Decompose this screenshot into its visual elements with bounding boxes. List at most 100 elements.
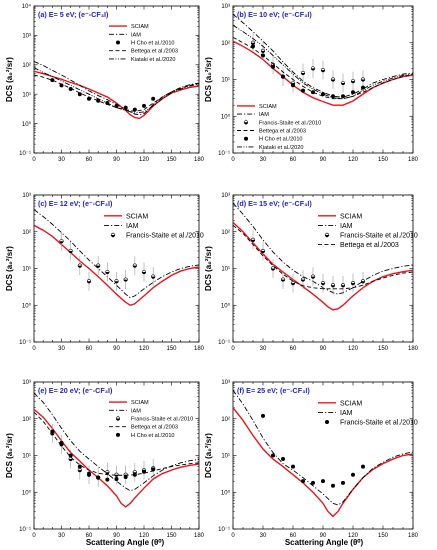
x-tick-label: 0 (231, 346, 235, 352)
legend-label: Francis-Staite et al./2010 (340, 419, 418, 426)
series-h-cho-et-al-2010-point (291, 83, 295, 88)
panel-a: 0 30 60 90 120 150 180 10⁻¹ 10⁰ 10¹ 10² 10³ 10⁴ DCS (… (5, 3, 205, 163)
series-h-cho-et-al-2010-point (142, 103, 146, 108)
series-francis-staite-et-al-2010-point-fill (361, 79, 365, 82)
x-tick-label: 0 (231, 533, 235, 539)
y-tick-label: 10³ (22, 193, 31, 199)
series-francis-staite-et-al-2010-point (321, 479, 325, 484)
y-tick-label: 10² (22, 417, 31, 423)
legend: SCIAM IAM Francis-Staite et al./2010 (104, 213, 204, 239)
legend-key-2 (116, 40, 120, 45)
series-francis-staite-et-al-2010-point-fill (301, 73, 305, 75)
x-tick-label: 90 (320, 533, 327, 539)
y-tick-label: 10⁰ (221, 489, 231, 496)
series-h-cho-et-al-2010-point (351, 90, 355, 95)
series-h-cho-et-al-2010-point (123, 474, 128, 479)
legend-key-2-fill (111, 235, 115, 237)
series-h-cho-et-al-2010-point (261, 53, 265, 58)
y-tick-label: 10¹ (221, 78, 230, 84)
series-francis-staite-et-al-2010-point (301, 479, 305, 484)
series-bettega-et-al-2003-line (233, 224, 413, 290)
series-francis-staite-et-al-2010-point-fill (251, 239, 255, 242)
series-francis-staite-et-al-2010-point-fill (68, 459, 73, 461)
legend-label: IAM (340, 410, 353, 417)
series-kiataki-et-al-2020-line (34, 67, 199, 114)
y-tick-label: 10³ (221, 380, 230, 386)
series-h-cho-et-al-2010-point (151, 96, 156, 101)
series-sciam-line (233, 407, 413, 518)
x-tick-label: 120 (139, 533, 150, 539)
x-tick-label: 60 (86, 533, 93, 539)
x-tick-label: 0 (32, 157, 36, 163)
legend-key-2-fill (116, 418, 120, 421)
y-tick-label: 10³ (221, 4, 230, 10)
y-axis-label: DCS (a₀²/sr) (5, 57, 14, 102)
series-francis-staite-et-al-2010-point-fill (68, 250, 73, 253)
series-h-cho-et-al-2010-point (123, 105, 128, 110)
panel-e: 0 30 60 90 120 150 180 10⁻¹ 10⁰ 10¹ 10² 10³ DCS (a₀²… (5, 380, 205, 539)
x-tick-label: 0 (32, 346, 36, 352)
x-tick-label: 150 (166, 533, 177, 539)
x-tick-label: 60 (290, 157, 297, 163)
series-francis-staite-et-al-2010-point (291, 464, 295, 469)
x-tick-label: 90 (113, 157, 120, 163)
panel-c: 0 30 60 90 120 150 180 10⁻¹ 10⁰ 10¹ 10² 10³ DCS (a₀²… (5, 193, 205, 352)
x-axis-label-left: Scattering Angle (θ⁰) (86, 538, 165, 547)
series-h-cho-et-al-2010-point (341, 94, 345, 99)
y-axis-label: DCS (a₀²/sr) (204, 433, 213, 478)
series-francis-staite-et-al-2010-point-fill (311, 68, 315, 71)
series-h-cho-et-al-2010-point (132, 107, 137, 112)
legend: SCIAM IAM Francis-Staite et al./2010 (318, 400, 418, 426)
panel-title: (a) E= 5 eV; (e⁻-CF₃I) (38, 10, 109, 19)
y-tick-label: 10⁻¹ (218, 527, 230, 533)
series-francis-staite-et-al-2010-point-fill (271, 268, 275, 271)
legend-label: H Cho et al./2010 (131, 40, 175, 46)
series-francis-staite-et-al-2010-point-fill (114, 281, 119, 284)
legend-label: H Cho et al./2010 (131, 433, 175, 439)
legend: SCIAM IAM Francis-Staite et al./2010 Betteg… (237, 104, 321, 151)
series-sciam-line (34, 70, 199, 120)
x-tick-label: 180 (194, 533, 205, 539)
legend-label: H Cho et al./2010 (259, 137, 303, 143)
series-francis-staite-et-al-2010-point-fill (281, 279, 285, 282)
legend-label: IAM (340, 223, 353, 230)
series-francis-staite-et-al-2010-point-fill (105, 472, 110, 475)
legend-label: Kiataki et al./2020 (259, 145, 303, 151)
series-h-cho-et-al-2010-point (151, 467, 156, 472)
series-h-cho-et-al-2010-point (96, 475, 101, 480)
legend: SCIAM IAM Francis-Staite et al./2010 Betteg… (109, 400, 193, 439)
series-h-cho-et-al-2010-point (59, 440, 64, 445)
y-axis-label: DCS (a₀²/sr) (204, 57, 213, 102)
x-tick-label: 60 (86, 346, 93, 352)
series-h-cho-et-al-2010-point (331, 94, 335, 99)
series-francis-staite-et-al-2010-point-fill (87, 281, 91, 284)
y-axis-label: DCS (a₀²/sr) (204, 246, 213, 291)
series-h-cho-et-al-2010-point (59, 83, 64, 88)
series-h-cho-et-al-2010-point (271, 64, 275, 69)
series-sciam-line (233, 221, 413, 311)
y-tick-label: 10² (221, 417, 230, 423)
legend-key-2-fill (244, 122, 248, 125)
series-group (34, 392, 199, 508)
legend-label: Kiataki et al./2020 (131, 57, 175, 63)
legend-label: IAM (131, 408, 141, 414)
y-tick-label: 10¹ (22, 454, 31, 460)
legend-label: Bettega et al./2003 (131, 425, 178, 431)
series-iam-line (233, 389, 413, 506)
series-francis-staite-et-al-2010-point-fill (251, 42, 255, 45)
x-tick-label: 60 (290, 346, 297, 352)
series-francis-staite-et-al-2010-point-fill (261, 50, 265, 53)
series-francis-staite-et-al-2010-point (271, 453, 275, 458)
x-tick-label: 90 (113, 533, 120, 539)
series-francis-staite-et-al-2010-point-fill (321, 70, 325, 72)
x-tick-label: 90 (113, 346, 120, 352)
series-iam-line (34, 209, 199, 299)
x-tick-label: 180 (408, 157, 419, 163)
series-h-cho-et-al-2010-point (132, 472, 137, 477)
x-axis-label-right: Scattering Angle (θ⁰) (285, 538, 364, 547)
x-tick-label: 60 (86, 157, 93, 163)
legend-key-4 (116, 432, 120, 437)
series-francis-staite-et-al-2010-point-fill (59, 241, 64, 244)
y-tick-label: 10² (22, 63, 31, 69)
